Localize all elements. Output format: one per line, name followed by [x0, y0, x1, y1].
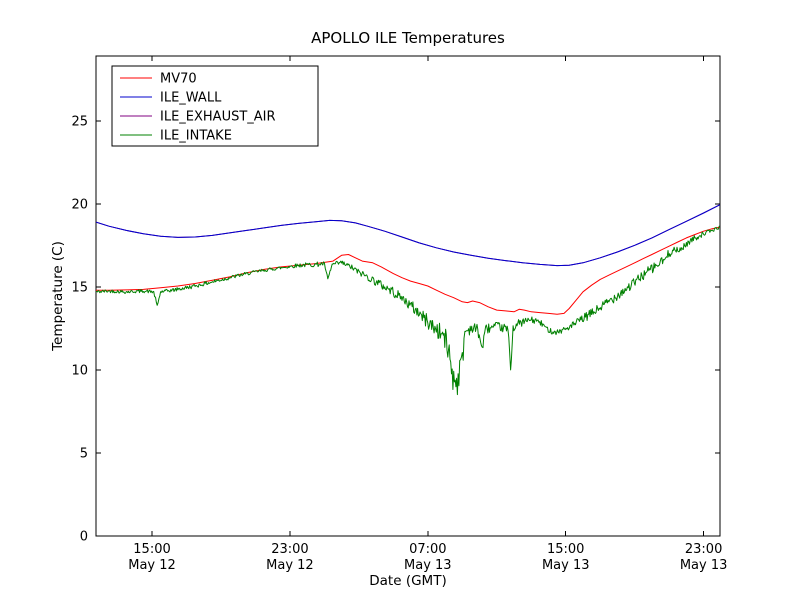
- x-tick-label-date: May 13: [542, 558, 590, 573]
- series-line-ILE_WALL: [96, 204, 720, 267]
- y-tick-label: 10: [71, 363, 88, 378]
- x-tick-label-time: 23:00: [271, 542, 308, 557]
- x-axis-label: Date (GMT): [369, 573, 446, 589]
- legend-label-ILE_WALL: ILE_WALL: [160, 91, 222, 106]
- x-tick-label-time: 07:00: [409, 542, 446, 557]
- x-tick-label-time: 23:00: [685, 542, 722, 557]
- x-tick-label-date: May 12: [266, 558, 314, 573]
- legend-label-ILE_EXHAUST_AIR: ILE_EXHAUST_AIR: [160, 110, 276, 125]
- y-tick-label: 0: [80, 530, 88, 545]
- series-line-ILE_INTAKE: [96, 225, 720, 396]
- x-tick-label-date: May 12: [128, 558, 176, 573]
- series-line-MV70: [96, 226, 720, 315]
- y-tick-label: 15: [71, 280, 88, 295]
- y-axis-label: Temperature (C): [50, 241, 66, 352]
- x-tick-label-date: May 13: [680, 558, 728, 573]
- chart-title: APOLLO ILE Temperatures: [311, 29, 505, 47]
- legend-label-ILE_INTAKE: ILE_INTAKE: [160, 129, 232, 144]
- y-tick-label: 20: [71, 197, 88, 212]
- legend-label-MV70: MV70: [160, 72, 197, 87]
- x-tick-label-time: 15:00: [547, 542, 584, 557]
- series-line-ILE_EXHAUST_AIR: [96, 204, 720, 267]
- plot-border: [95, 55, 721, 537]
- legend-box: [111, 65, 319, 147]
- x-tick-label-time: 15:00: [133, 542, 170, 557]
- y-tick-label: 25: [71, 114, 88, 129]
- y-tick-label: 5: [80, 446, 88, 461]
- x-tick-label-date: May 13: [404, 558, 452, 573]
